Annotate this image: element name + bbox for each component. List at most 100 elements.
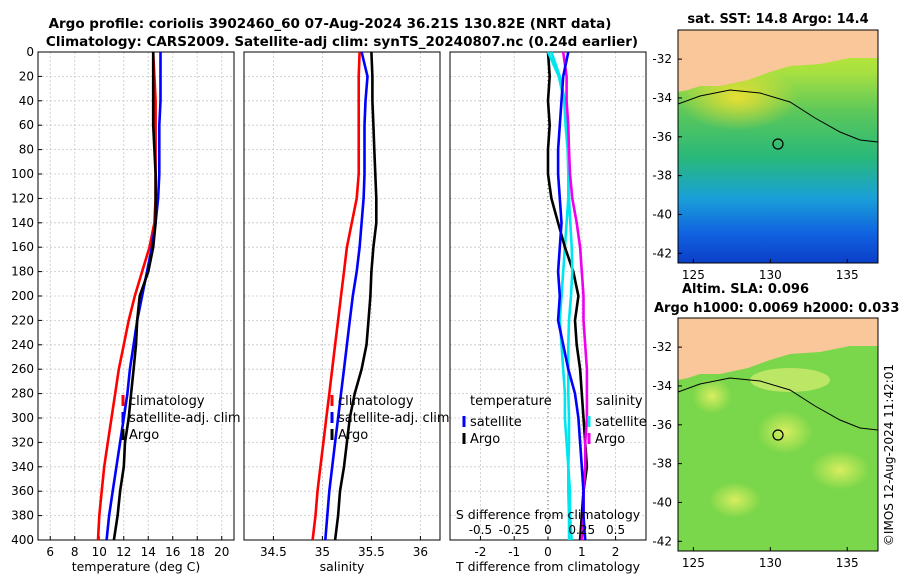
y-tick-label: 0 [26,45,34,59]
map-y-tick-label: -38 [652,169,672,183]
x-tick-label: 36 [413,545,428,559]
x-tick-label: 35.5 [358,545,385,559]
map-y-tick-label: -34 [652,91,672,105]
x-tick-label: 14 [141,545,156,559]
x-tick-label: 0 [544,545,552,559]
x-tick-label: 18 [190,545,205,559]
map-y-tick-label: -36 [652,130,672,144]
y-tick-label: 180 [11,265,34,279]
legend-heading: temperature [470,394,552,409]
y-tick-label: 40 [19,94,34,108]
x-axis-label: temperature (deg C) [72,559,201,574]
legend-label: Argo [338,428,368,443]
sla-map-title-2: Argo h1000: 0.0069 h2000: 0.033 [654,301,899,316]
series-line-argo [333,51,378,541]
sst-land [678,30,878,92]
y-tick-label: 60 [19,118,34,132]
map-x-tick-label: 125 [682,268,705,282]
sla-map-axes: 125 130 135 -32 -34 -36 -38 -40 -42 [652,340,858,570]
map-y-tick-label: -34 [652,379,672,393]
sst-warm-patch [678,70,878,180]
legend-label: climatology [129,394,205,409]
sla-map-title-1: Altim. SLA: 0.096 [682,282,809,297]
sst-map-frame [677,29,879,264]
series-line-satellite-adj-minus-clim [556,51,587,541]
sst-map-axes: 125 130 135 -32 -34 -36 -38 -40 -42 [652,52,858,282]
sst-map-title: sat. SST: 14.8 Argo: 14.4 [687,12,868,27]
sla-map-frame [677,317,879,552]
x-tick-label: 35 [315,545,330,559]
y-tick-label: 240 [11,338,34,352]
y-tick-label: 260 [11,362,34,376]
x-tick-label: 12 [116,545,131,559]
x-axis-label: salinity [320,559,365,574]
x-tick-label: -1 [508,545,520,559]
legend-label: Argo [129,428,159,443]
y-tick-label: 160 [11,240,34,254]
title-line-1: Argo profile: coriolis 3902460_60 07-Aug… [49,16,612,32]
y-tick-label: 340 [11,460,34,474]
x-tick-label: 6 [46,545,54,559]
map-x-tick-label: 130 [759,556,782,570]
map-x-tick-label: 125 [682,556,705,570]
sla-high-anomaly [692,378,732,414]
axes-frame [243,51,441,541]
series-line-s-argo [561,51,589,541]
series-line-satellite-adj-clim [105,52,162,541]
sla-high-anomaly [810,450,870,490]
sla-map: Altim. SLA: 0.096 Argo h1000: 0.0069 h20… [652,282,899,570]
sst-bathymetry-contour [678,89,878,143]
x-axis-label: T difference from climatology [455,559,641,574]
title-line-2: Climatology: CARS2009. Satellite-adj cli… [46,34,638,50]
x-tick-label: 8 [71,545,79,559]
sla-shelf-band [750,368,830,392]
map-y-tick-label: -36 [652,418,672,432]
y-tick-label: 300 [11,411,34,425]
sla-argo-marker [772,429,784,441]
y-tick-label: 400 [11,533,34,547]
x-tick-label: 10 [92,545,107,559]
sst-map: sat. SST: 14.8 Argo: 14.4 125 130 135 -32 -3… [652,12,879,282]
map-y-tick-label: -32 [652,52,672,66]
legend-label: satellite-adj. clim [129,411,241,426]
y-tick-label: 140 [11,216,34,230]
series-line-climatology [96,51,157,541]
salinity-diff-tick-label: 0 [544,523,552,537]
salinity-diff-tick-label: -0.5 [469,523,492,537]
legend-label: climatology [338,394,414,409]
sst-argo-marker [772,138,784,150]
map-y-tick-label: -40 [652,207,672,221]
x-tick-label: 2 [612,545,620,559]
legend-heading: salinity [596,394,643,409]
sla-high-anomaly [757,410,813,454]
map-y-tick-label: -32 [652,340,672,354]
salinity-diff-tick-label: 0.25 [568,523,595,537]
series-line-climatology [311,51,361,541]
map-x-tick-label: 130 [759,268,782,282]
sla-land [678,318,878,380]
y-tick-label: 120 [11,191,34,205]
y-tick-label: 280 [11,387,34,401]
y-tick-label: 360 [11,484,34,498]
temperature-panel: 6 8 10 12 14 16 18 20 temperature (deg C) 0 20 40 60… [11,45,241,574]
salinity-diff-tick-label: 0.5 [606,523,625,537]
y-tick-label: 320 [11,435,34,449]
map-x-tick-label: 135 [836,556,859,570]
x-tick-label: -2 [474,545,486,559]
legend-label: Argo [595,432,625,447]
y-tick-label: 20 [19,69,34,83]
map-y-tick-label: -40 [652,495,672,509]
legend-label: satellite [470,415,522,430]
y-tick-label: 100 [11,167,34,181]
x-tick-label: 20 [214,545,229,559]
map-y-tick-label: -38 [652,457,672,471]
imos-watermark: ©IMOS 12-Aug-2024 11:42:01 [882,364,896,546]
series-line-s-satellite [546,51,574,540]
x-tick-label: 1 [578,545,586,559]
legend-label: satellite-adj. clim [338,411,450,426]
y-tick-label: 380 [11,509,34,523]
salinity-panel: 34.5 35 35.5 36 salinity climatology satellite… [243,51,450,574]
map-y-tick-label: -42 [652,534,672,548]
x-tick-label: 16 [165,545,180,559]
